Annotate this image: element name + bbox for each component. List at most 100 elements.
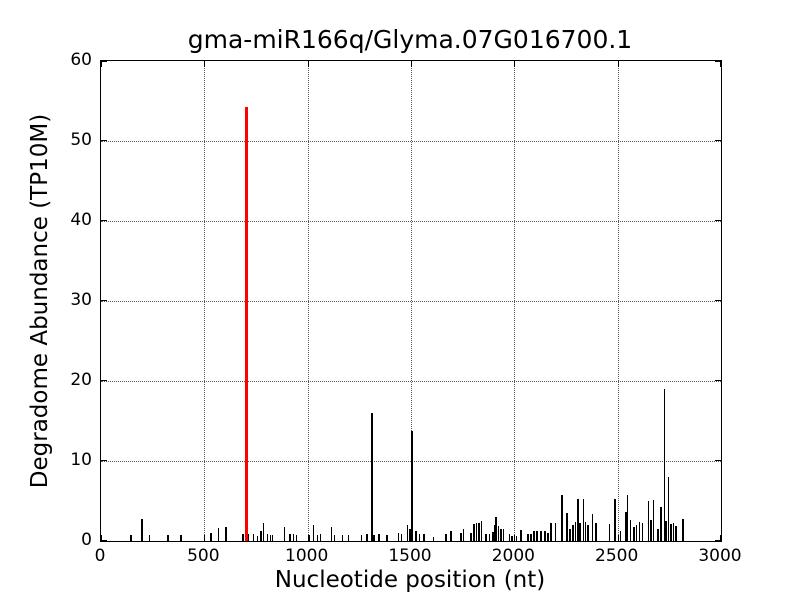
data-bar (619, 530, 622, 541)
y-tick-mark (715, 460, 721, 461)
data-bar (225, 527, 227, 541)
data-bar (641, 523, 644, 541)
data-bar (663, 389, 666, 541)
x-tick-label: 0 (94, 546, 106, 566)
y-tick-mark (715, 540, 721, 541)
data-bar (312, 525, 315, 541)
highlight-bar (245, 107, 249, 541)
data-bar (333, 534, 336, 541)
x-tick-mark (204, 535, 206, 541)
x-tick-mark (720, 535, 721, 541)
data-bar (373, 534, 375, 541)
y-tick-mark (101, 380, 107, 381)
data-bar (550, 522, 552, 541)
y-tick-label: 20 (70, 370, 92, 390)
plot-area (100, 60, 722, 542)
data-bar (378, 533, 380, 541)
data-bar (608, 524, 611, 541)
data-bar (316, 534, 319, 541)
data-bar (492, 532, 494, 541)
data-bar (460, 533, 462, 541)
data-bar (366, 533, 368, 541)
data-bar (411, 431, 413, 541)
data-bar (415, 531, 417, 541)
data-bar (566, 513, 568, 541)
x-tick-mark (411, 61, 412, 67)
data-bar (547, 533, 549, 541)
data-bar (591, 513, 594, 541)
data-bar (635, 525, 638, 541)
horizontal-gridline (101, 141, 721, 142)
data-bar (579, 523, 581, 541)
data-bar (511, 536, 513, 541)
x-tick-mark (307, 535, 309, 541)
y-tick-label: 60 (70, 50, 92, 70)
data-bar (554, 523, 556, 541)
horizontal-gridline (101, 461, 721, 462)
y-tick-mark (715, 61, 721, 62)
data-bar (397, 533, 400, 541)
data-bar (418, 533, 421, 541)
data-bar (574, 521, 577, 541)
x-tick-mark (720, 61, 721, 67)
y-tick-mark (715, 380, 721, 381)
data-bar (242, 533, 244, 541)
data-bar (508, 533, 511, 541)
data-bar (533, 531, 535, 541)
y-tick-label: 0 (81, 530, 92, 550)
x-tick-mark (307, 61, 309, 67)
x-tick-mark (617, 61, 619, 67)
x-tick-label: 1000 (285, 546, 329, 566)
data-bar (614, 499, 616, 541)
data-bar (266, 533, 269, 541)
data-bar (423, 533, 425, 541)
data-bar (530, 533, 532, 541)
data-bar (595, 523, 597, 541)
data-bar (500, 529, 502, 541)
y-tick-label: 10 (70, 450, 92, 470)
data-bar (386, 534, 388, 541)
data-bar (544, 530, 546, 541)
x-tick-mark (514, 61, 516, 67)
data-bar (256, 536, 259, 541)
data-bar (536, 531, 538, 541)
data-bar (652, 500, 655, 541)
data-bar (660, 506, 662, 541)
data-bar (569, 529, 571, 541)
data-bar (289, 533, 291, 541)
data-bar (638, 521, 641, 541)
data-bar (497, 525, 500, 541)
data-bar (493, 525, 496, 541)
x-tick-mark (514, 535, 516, 541)
data-bar (587, 525, 589, 541)
data-bar (330, 527, 333, 541)
data-bar (650, 520, 652, 541)
data-bar (475, 523, 478, 541)
data-bar (269, 534, 272, 541)
data-bar (657, 529, 659, 541)
x-tick-label: 1500 (388, 546, 432, 566)
y-tick-label: 50 (70, 130, 92, 150)
chart-title: gma-miR166q/Glyma.07G016700.1 (187, 25, 633, 54)
data-bar (665, 521, 667, 541)
data-bar (262, 522, 265, 541)
data-bar (572, 525, 574, 541)
data-bar (130, 534, 132, 541)
data-bar (515, 536, 518, 541)
y-tick-label: 40 (70, 210, 92, 230)
data-bar (520, 529, 522, 541)
x-tick-mark (204, 61, 206, 67)
data-bar (409, 529, 411, 541)
data-bar (371, 413, 373, 541)
x-tick-mark (617, 535, 619, 541)
data-bar (672, 523, 675, 541)
y-tick-mark (101, 300, 107, 301)
data-bar (647, 501, 650, 541)
horizontal-gridline (101, 381, 721, 382)
x-axis-label: Nucleotide position (nt) (274, 567, 546, 593)
data-bar (360, 534, 363, 541)
horizontal-gridline (101, 221, 721, 222)
x-tick-mark (101, 535, 102, 541)
data-bar (502, 529, 505, 541)
x-tick-label: 3000 (698, 546, 742, 566)
